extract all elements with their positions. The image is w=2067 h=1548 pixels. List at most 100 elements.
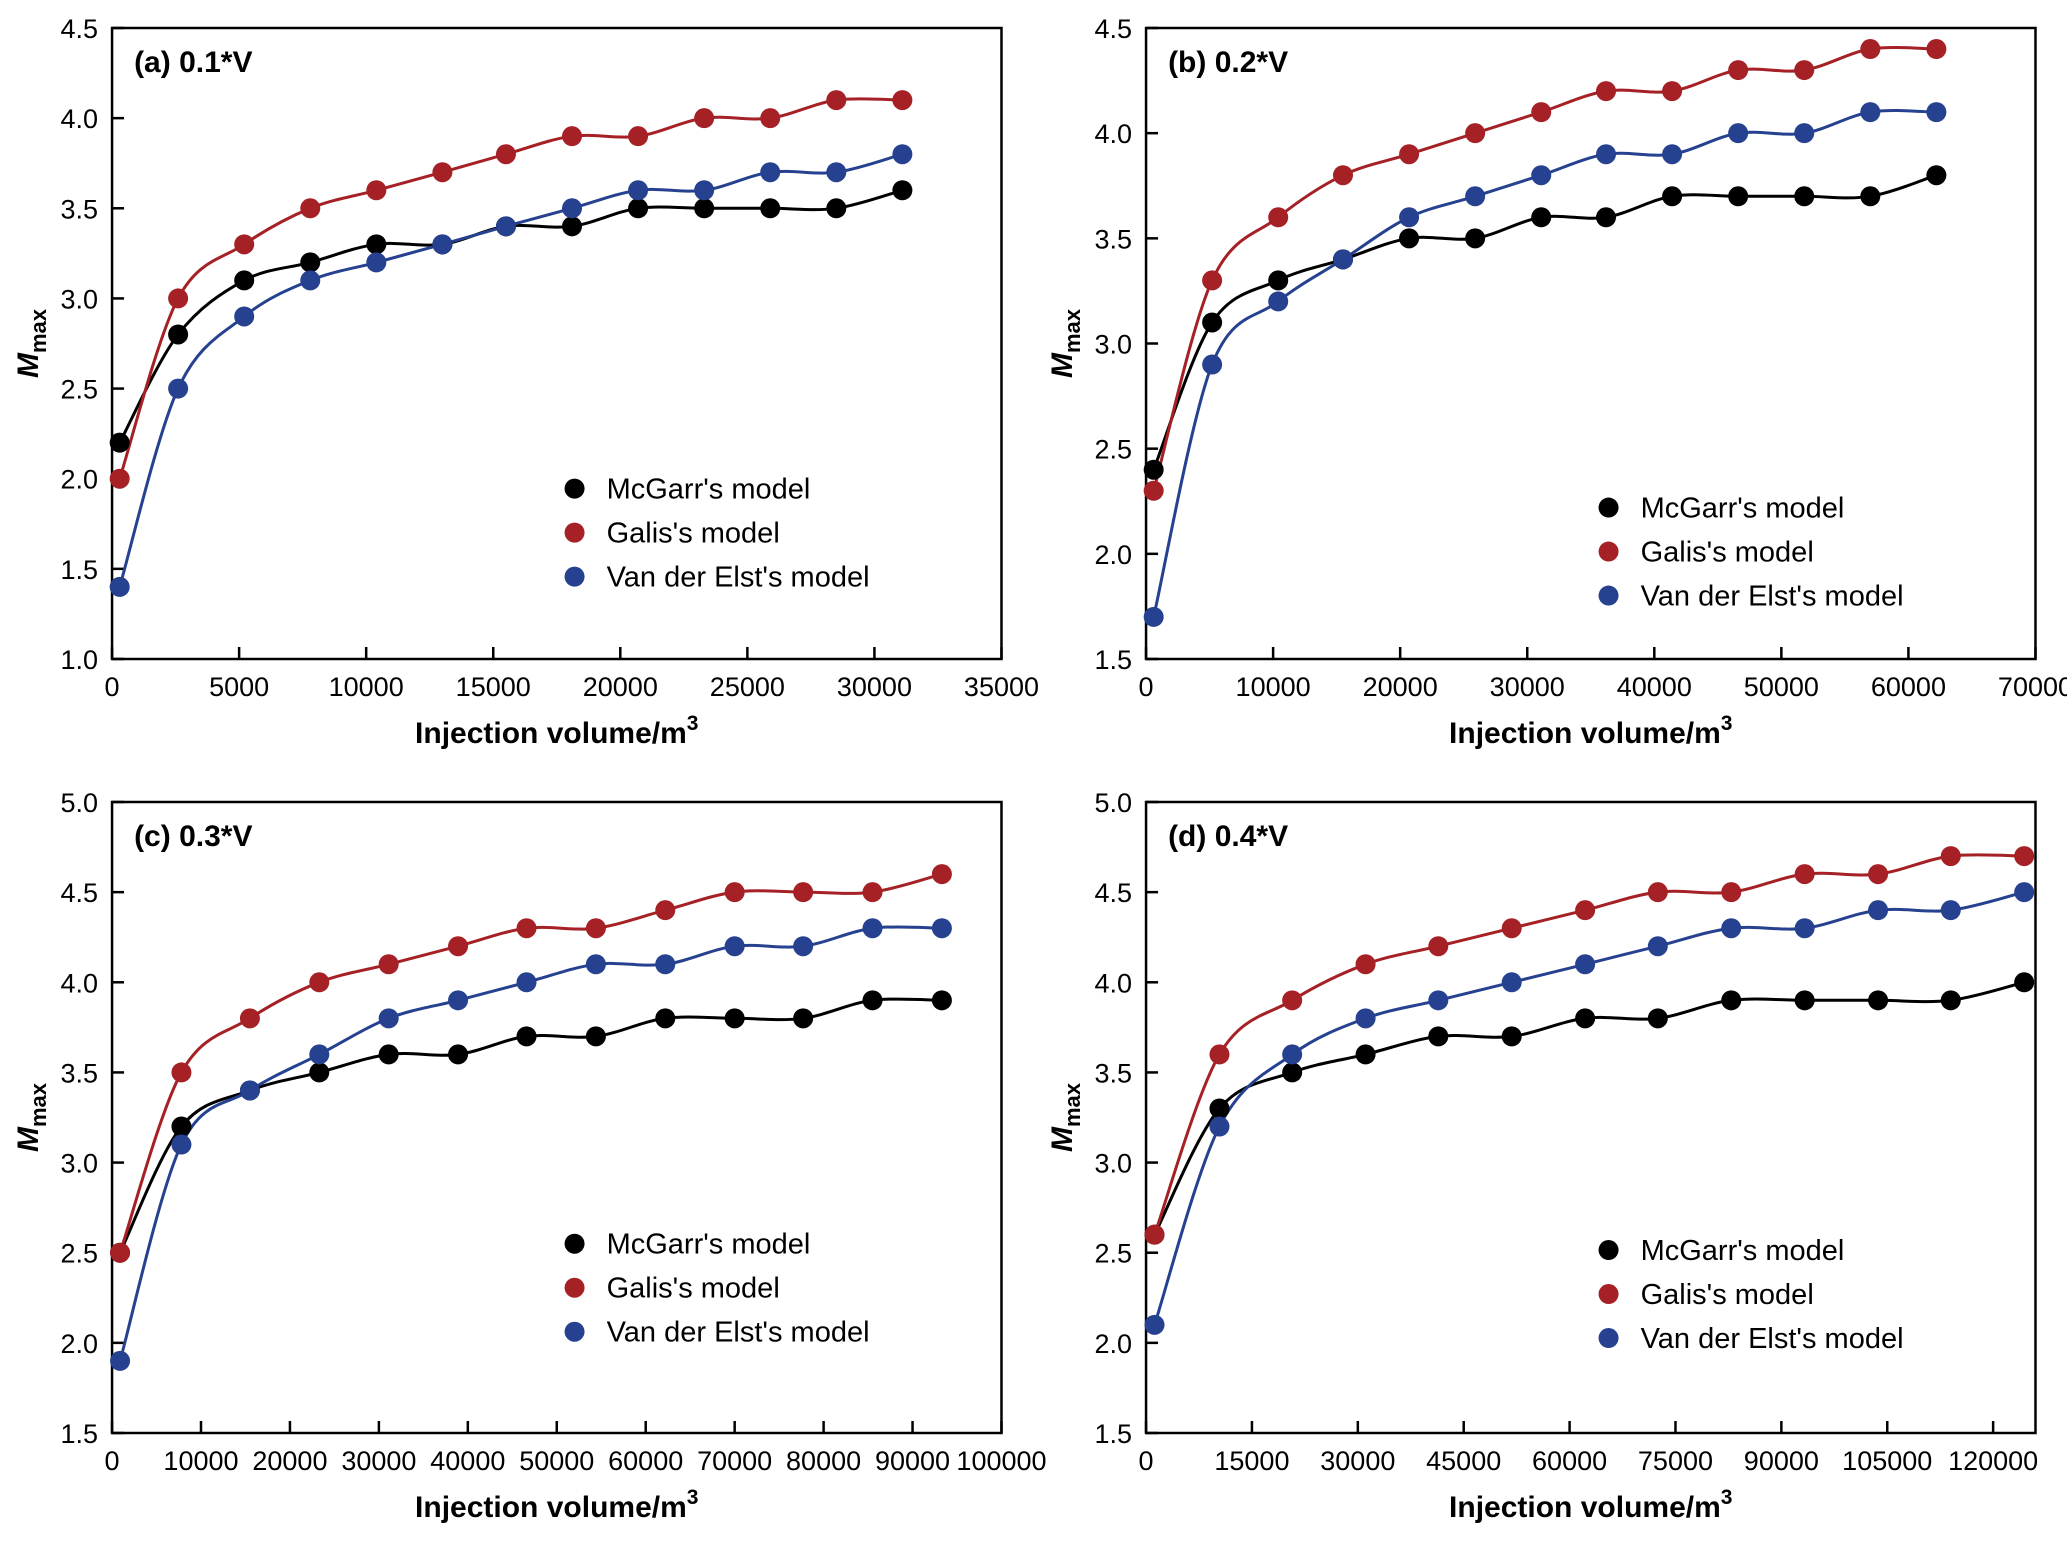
data-point [1595,207,1616,228]
y-tick-label: 2.0 [1094,1329,1132,1359]
data-point [448,1044,469,1065]
legend-label: Van der Elst's model [607,1317,870,1349]
y-axis: 1.5 2.0 2.5 3.0 3.5 4.0 4.5 5.0 [60,788,125,1449]
data-point [826,90,847,111]
data-point [1501,918,1522,939]
legend-label: Galis's model [607,518,780,550]
data-point [1355,1044,1376,1065]
data-point [1144,1314,1165,1335]
legend-label: Van der Elst's model [607,562,870,594]
x-axis-title: Injection volume/m3 [1449,712,1732,750]
series-points [110,990,952,1263]
data-point [109,432,130,453]
data-point [724,882,745,903]
x-tick-label: 30000 [1320,1446,1395,1476]
data-point [1867,990,1888,1011]
legend-marker [1598,1328,1619,1349]
data-point [585,954,606,975]
x-tick-label: 90000 [1743,1446,1818,1476]
data-point [1332,165,1353,186]
legend: McGarr's model Galis's model Van der Elst'… [564,1229,870,1349]
data-point [1427,1026,1448,1047]
data-point [724,1008,745,1029]
data-point [366,180,387,201]
y-tick-label: 3.5 [1094,224,1132,254]
data-point [585,1026,606,1047]
x-tick-label: 10000 [163,1446,238,1476]
data-point [931,864,952,885]
x-tick-label: 25000 [710,672,785,702]
data-point [2013,972,2034,993]
x-tick-label: 20000 [1362,672,1437,702]
data-point [1647,882,1668,903]
data-point [1595,144,1616,165]
data-point [628,180,649,201]
data-point [234,234,255,255]
y-tick-label: 4.5 [1094,14,1132,44]
legend-label: Galis's model [1640,1279,1813,1311]
data-point [109,576,130,597]
data-point [1201,270,1222,291]
data-point [1794,918,1815,939]
x-tick-label: 60000 [1870,672,1945,702]
plot-frame [110,800,1003,1435]
data-point [366,234,387,255]
legend: McGarr's model Galis's model Van der Elst'… [1598,1235,1903,1355]
x-tick-label: 60000 [1532,1446,1607,1476]
x-tick-label: 0 [105,672,120,702]
data-point [1727,123,1748,144]
data-point [1595,81,1616,102]
y-axis-title: Mmax [1046,308,1085,378]
data-point [1208,1116,1229,1137]
plot-frame [110,26,1003,661]
series-points [1144,882,2034,1335]
data-point [1925,165,1946,186]
data-point [655,900,676,921]
y-axis: 1.5 2.0 2.5 3.0 3.5 4.0 4.5 5.0 [1094,788,1158,1449]
data-point [1727,60,1748,81]
data-point [793,882,814,903]
data-point [1530,102,1551,123]
legend-label: McGarr's model [1640,1235,1844,1267]
data-point [931,918,952,939]
data-point [1794,864,1815,885]
data-point [892,180,913,201]
data-point [1720,990,1741,1011]
data-point [1143,459,1164,480]
x-tick-label: 40000 [1616,672,1691,702]
data-point [1793,186,1814,207]
data-point [448,990,469,1011]
x-tick-label: 0 [1138,1446,1153,1476]
data-point [300,252,321,273]
panel-label: (b) 0.2*V [1168,46,1288,79]
legend-label: McGarr's model [607,474,811,506]
data-point [1859,186,1880,207]
y-tick-label: 2.5 [60,1239,98,1269]
data-point [1143,480,1164,501]
series-points [1143,102,1946,627]
data-point [1144,1224,1165,1245]
x-axis: 0 10000 20000 30000 40000 50000 60000 70000 [1138,647,2067,702]
data-point [378,1044,399,1065]
y-tick-label: 3.0 [60,1149,98,1179]
legend-label: Galis's model [607,1273,780,1305]
data-point [1867,864,1888,885]
y-tick-label: 3.5 [1094,1058,1132,1088]
data-point [1661,186,1682,207]
data-point [432,234,453,255]
y-tick-label: 4.5 [60,14,98,44]
data-point [1267,207,1288,228]
data-point [110,1350,131,1371]
x-axis: 0 15000 30000 45000 60000 75000 90000 105000 120… [1138,1421,2038,1476]
data-point [309,1044,330,1065]
x-tick-label: 30000 [341,1446,416,1476]
data-point [1793,123,1814,144]
x-tick-label: 50000 [1743,672,1818,702]
x-axis-title: Injection volume/m3 [415,1486,698,1524]
y-tick-label: 2.5 [1094,435,1132,465]
data-point [628,126,649,147]
data-point [1793,60,1814,81]
data-point [585,918,606,939]
x-tick-label: 105000 [1842,1446,1932,1476]
data-point [1727,186,1748,207]
